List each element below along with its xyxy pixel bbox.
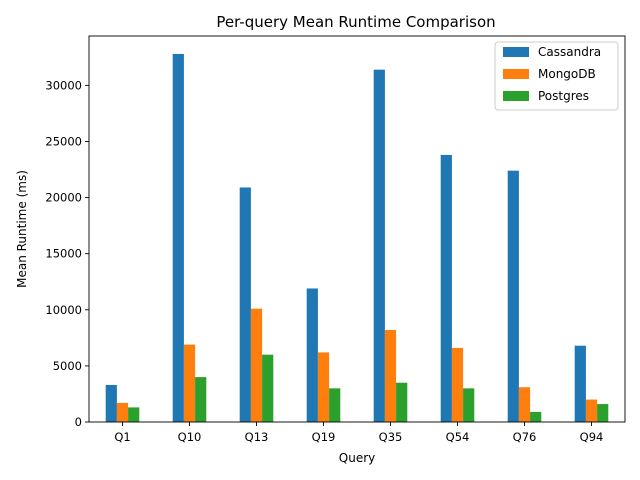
bar-cassandra-q1	[105, 384, 117, 422]
x-tick-label: Q10	[178, 430, 202, 444]
bar-mongodb-q19	[317, 352, 330, 422]
legend-label-cassandra: Cassandra	[538, 45, 601, 59]
x-axis: Q1 Q10 Q13 Q19 Q35 Q54 Q76 Q94	[114, 422, 603, 444]
y-tick-label: 0	[75, 415, 82, 429]
bar-mongodb-q35	[384, 329, 397, 422]
bar-postgres-q76	[530, 411, 542, 422]
bar-postgres-q94	[597, 404, 609, 422]
bar-postgres-q1	[128, 407, 140, 422]
y-tick-label: 25000	[45, 134, 82, 148]
bar-mongodb-q1	[116, 402, 129, 422]
x-tick-label: Q19	[312, 430, 336, 444]
bar-cassandra-q54	[440, 154, 452, 422]
bar-postgres-q13	[262, 354, 274, 422]
bar-postgres-q54	[463, 388, 475, 422]
bar-postgres-q10	[195, 377, 207, 422]
bar-mongodb-q54	[451, 347, 464, 422]
x-tick-label: Q1	[114, 430, 130, 444]
bar-cassandra-q19	[306, 288, 318, 422]
legend-swatch-mongodb	[503, 69, 529, 79]
legend-label-postgres: Postgres	[538, 89, 589, 103]
bar-mongodb-q13	[250, 308, 263, 422]
y-axis: 0 5000 10000 15000 20000 25000 30000	[45, 78, 89, 429]
bar-mongodb-q76	[518, 387, 531, 422]
x-tick-label: Q54	[446, 430, 470, 444]
chart-title: Per-query Mean Runtime Comparison	[216, 13, 495, 31]
legend-swatch-postgres	[503, 91, 529, 101]
y-tick-label: 10000	[45, 303, 82, 317]
y-tick-label: 15000	[45, 247, 82, 261]
bar-cassandra-q13	[239, 187, 251, 422]
x-tick-label: Q76	[513, 430, 537, 444]
legend: Cassandra MongoDB Postgres	[494, 41, 619, 111]
plot-frame	[88, 35, 626, 423]
bar-cassandra-q10	[172, 53, 184, 422]
y-axis-label: Mean Runtime (ms)	[15, 170, 29, 288]
bars-layer	[105, 53, 609, 422]
x-tick-label: Q13	[245, 430, 269, 444]
bar-cassandra-q76	[507, 170, 519, 422]
y-tick-label: 20000	[45, 191, 82, 205]
bar-postgres-q35	[396, 382, 408, 422]
bar-mongodb-q10	[183, 344, 196, 422]
bar-cassandra-q35	[373, 69, 385, 422]
y-tick-label: 30000	[45, 78, 82, 92]
bar-cassandra-q94	[574, 345, 586, 422]
x-tick-label: Q35	[379, 430, 403, 444]
bar-postgres-q19	[329, 388, 341, 422]
x-axis-label: Query	[339, 451, 375, 465]
y-tick-label: 5000	[53, 359, 82, 373]
legend-label-mongodb: MongoDB	[538, 67, 596, 81]
bar-mongodb-q94	[585, 399, 598, 422]
x-tick-label: Q94	[580, 430, 604, 444]
legend-swatch-cassandra	[503, 47, 529, 57]
